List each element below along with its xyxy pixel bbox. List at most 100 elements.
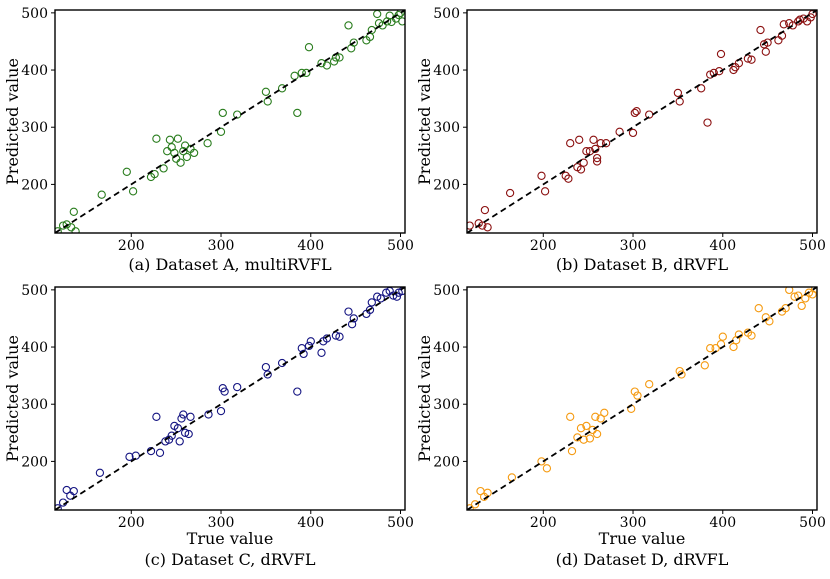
data-point xyxy=(293,108,302,118)
identity-line xyxy=(467,10,817,233)
y-tick-label: 200 xyxy=(21,454,48,470)
data-point xyxy=(220,387,229,396)
panel-caption: (c) Dataset C, dRVFL xyxy=(145,550,316,569)
data-point xyxy=(505,188,515,198)
y-tick-label: 500 xyxy=(433,6,460,22)
data-point xyxy=(797,301,806,311)
axes-frame xyxy=(54,286,406,511)
data-point xyxy=(706,344,715,353)
data-point xyxy=(788,21,797,30)
data-point xyxy=(182,152,192,162)
x-tick-label: 300 xyxy=(208,238,235,254)
panel-caption: (b) Dataset B, dRVFL xyxy=(556,255,729,274)
y-tick-label: 300 xyxy=(433,397,460,413)
y-tick-label: 400 xyxy=(433,340,460,356)
data-point xyxy=(396,10,405,18)
data-point xyxy=(582,147,591,156)
data-point xyxy=(564,174,573,183)
data-point xyxy=(774,36,783,45)
data-point xyxy=(317,348,326,357)
x-tick-label: 300 xyxy=(620,515,647,531)
data-point xyxy=(69,207,78,216)
data-point xyxy=(700,361,709,370)
data-point xyxy=(633,391,642,400)
data-point xyxy=(335,332,344,341)
axes-frame xyxy=(54,9,406,234)
x-tick-label: 200 xyxy=(530,515,557,531)
x-tick-label: 400 xyxy=(709,238,736,254)
data-point xyxy=(349,314,358,323)
y-axis-label: Predicted value xyxy=(3,58,22,185)
x-tick-label: 400 xyxy=(709,515,736,531)
axes-frame xyxy=(466,9,818,234)
x-tick-label: 500 xyxy=(387,238,414,254)
data-point xyxy=(373,10,382,19)
x-tick-label: 500 xyxy=(799,515,826,531)
data-point xyxy=(561,171,570,180)
data-point xyxy=(779,20,788,29)
data-point xyxy=(703,118,712,127)
data-point xyxy=(335,53,344,62)
panel-caption: (a) Dataset A, multiRVFL xyxy=(128,255,332,274)
data-point xyxy=(596,414,605,423)
data-point xyxy=(186,412,195,421)
data-point xyxy=(218,108,227,118)
data-point xyxy=(645,380,654,389)
y-tick-label: 200 xyxy=(433,454,460,470)
data-point xyxy=(203,139,212,148)
chart-panel-4: 200 300 400 500 200 300 400 500 Predicted value T… xyxy=(415,283,826,569)
data-point xyxy=(263,370,272,379)
data-point xyxy=(176,158,185,167)
data-point xyxy=(261,362,271,372)
y-tick-label: 500 xyxy=(21,6,48,22)
data-point xyxy=(673,88,683,98)
y-tick-label: 300 xyxy=(433,120,460,136)
identity-line xyxy=(55,10,405,233)
data-point xyxy=(781,304,790,313)
y-tick-label: 200 xyxy=(433,177,460,193)
data-point xyxy=(233,382,242,392)
data-point xyxy=(675,97,684,106)
data-point xyxy=(349,38,358,47)
data-point xyxy=(55,504,62,510)
data-point xyxy=(62,220,71,229)
y-tick-label: 300 xyxy=(21,397,48,413)
data-point xyxy=(150,169,159,179)
data-point xyxy=(467,504,474,510)
data-point xyxy=(470,500,480,509)
data-point xyxy=(785,287,794,295)
data-point xyxy=(542,464,552,473)
data-point xyxy=(155,448,165,457)
data-point xyxy=(632,107,641,116)
data-point xyxy=(97,190,106,199)
data-point xyxy=(697,84,706,93)
data-point xyxy=(582,421,591,431)
axes-frame xyxy=(466,286,818,511)
data-point xyxy=(734,330,744,339)
data-point xyxy=(537,171,546,180)
x-tick-label: 300 xyxy=(208,515,235,531)
data-point xyxy=(277,84,287,93)
x-axis-label: True value xyxy=(599,529,686,548)
data-point xyxy=(365,305,375,315)
data-point xyxy=(763,38,772,47)
x-tick-label: 200 xyxy=(118,515,145,531)
data-point xyxy=(329,57,339,66)
data-point xyxy=(69,486,78,496)
data-point xyxy=(585,434,595,443)
data-point xyxy=(761,47,770,56)
data-point xyxy=(765,317,774,326)
data-point xyxy=(588,425,597,435)
data-point xyxy=(718,332,727,341)
data-point xyxy=(600,408,609,417)
data-point xyxy=(179,410,188,419)
data-point xyxy=(322,61,332,70)
data-point xyxy=(204,410,213,419)
x-tick-label: 500 xyxy=(387,515,414,531)
y-tick-label: 200 xyxy=(21,177,48,193)
x-tick-label: 300 xyxy=(620,238,647,254)
data-point xyxy=(322,334,332,343)
y-tick-label: 300 xyxy=(21,120,48,136)
y-axis-label: Predicted value xyxy=(3,335,22,462)
